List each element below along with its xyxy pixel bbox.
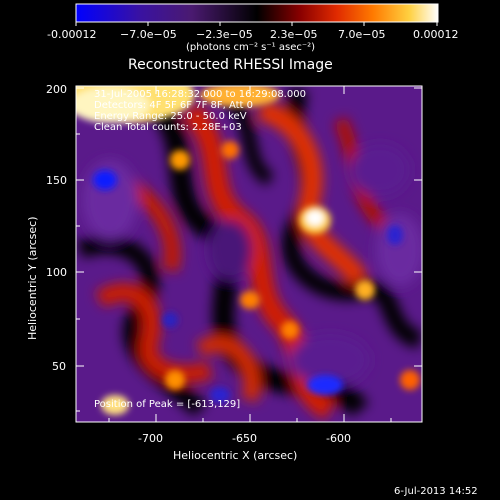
x-axis-ticks [108,86,392,422]
y-tick-label-1: 100 [46,266,67,279]
colorbar-tick-1: −7.0e−05 [120,28,177,41]
colorbar-tick-3: 2.3e−05 [270,28,317,41]
colorbar-tick-0: -0.00012 [47,28,96,41]
y-tick-label-3: 200 [46,83,67,96]
y-axis-label: Heliocentric Y (arcsec) [26,216,39,340]
annotation-clean-counts: Clean Total counts: 2.28E+03 [94,122,242,133]
footer-timestamp: 6-Jul-2013 14:52 [394,486,478,497]
y-tick-label-0: 50 [52,360,66,373]
rhessi-image [76,86,422,422]
colorbar-tick-5: 0.00012 [413,28,459,41]
annotation-time-range: 31-Jul-2005 16:28:32.000 to 16:29:08.000 [94,89,306,100]
plot-title: Reconstructed RHESSI Image [128,57,333,73]
y-axis-ticks [76,87,422,412]
colorbar-tick-2: −2.3e−05 [196,28,253,41]
x-tick-label-0: -700 [138,432,163,445]
x-tick-label-2: -600 [326,432,351,445]
x-tick-label-1: -650 [232,432,257,445]
annotation-energy-range: Energy Range: 25.0 - 50.0 keV [94,111,247,122]
x-axis-label: Heliocentric X (arcsec) [173,449,297,462]
colorbar-tick-4: 7.0e−05 [338,28,385,41]
annotation-detectors: Detectors: 4F 5F 6F 7F 8F, Att 0 [94,100,253,111]
annotation-peak-position: Position of Peak = [-613,129] [94,399,240,410]
y-tick-label-2: 150 [46,174,67,187]
colorbar-gradient [75,3,439,23]
colorbar: -0.00012 −7.0e−05 −2.3e−05 2.3e−05 7.0e−… [47,3,459,53]
plot-frame [75,85,423,423]
colorbar-unit-label: (photons cm⁻² s⁻¹ asec⁻²) [186,42,315,53]
